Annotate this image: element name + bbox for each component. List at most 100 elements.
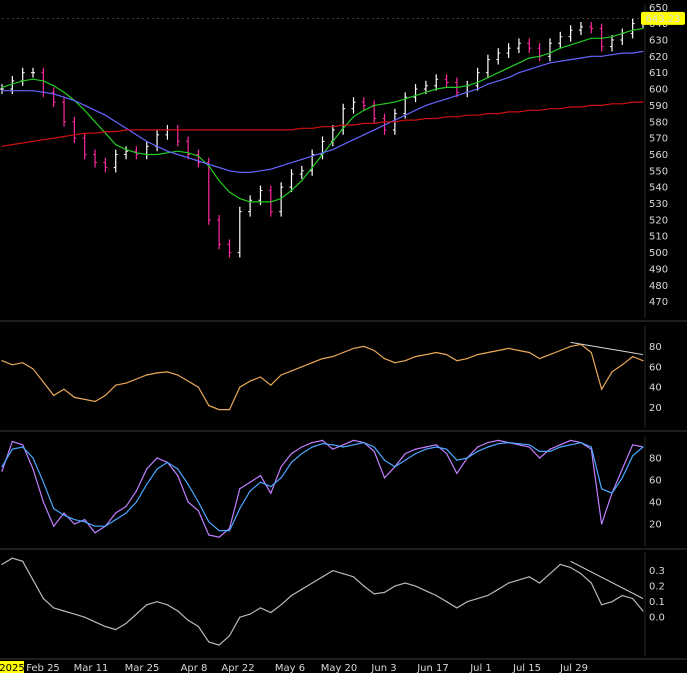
data-point bbox=[228, 191, 231, 193]
data-point bbox=[280, 374, 282, 376]
data-point bbox=[42, 501, 44, 503]
data-point bbox=[249, 380, 251, 382]
data-point bbox=[352, 439, 355, 441]
data-point bbox=[22, 446, 24, 448]
data-point bbox=[601, 523, 603, 525]
data-point bbox=[518, 72, 520, 74]
data-point bbox=[32, 579, 34, 581]
data-point bbox=[166, 371, 169, 373]
data-point bbox=[601, 604, 603, 606]
data-point bbox=[249, 201, 251, 203]
data-point bbox=[642, 360, 644, 362]
data-point bbox=[166, 150, 169, 152]
data-point bbox=[518, 349, 520, 352]
data-point bbox=[549, 62, 551, 64]
data-point bbox=[259, 201, 262, 203]
data-point bbox=[197, 386, 200, 388]
y-tick-label: 0.3 bbox=[649, 566, 665, 577]
data-point bbox=[73, 613, 75, 615]
data-point bbox=[32, 90, 34, 92]
data-point bbox=[42, 381, 44, 383]
data-point bbox=[156, 468, 158, 470]
data-point bbox=[342, 127, 344, 129]
data-point bbox=[373, 593, 375, 595]
data-point bbox=[104, 625, 106, 628]
data-point bbox=[301, 366, 303, 368]
data-point bbox=[404, 459, 406, 461]
data-point bbox=[32, 468, 34, 470]
data-point bbox=[301, 158, 303, 160]
data-point bbox=[549, 108, 551, 110]
data-point bbox=[311, 155, 313, 157]
data-point bbox=[11, 448, 13, 450]
data-point bbox=[32, 78, 34, 80]
data-point bbox=[115, 130, 117, 133]
data-point bbox=[518, 443, 520, 445]
data-point bbox=[363, 134, 365, 136]
data-point bbox=[156, 129, 158, 131]
data-point bbox=[125, 505, 127, 507]
data-point bbox=[63, 512, 65, 514]
data-point bbox=[53, 137, 55, 139]
y-tick-label: 570 bbox=[649, 134, 668, 145]
data-point bbox=[249, 171, 251, 174]
data-point bbox=[342, 573, 344, 575]
data-point bbox=[208, 404, 210, 407]
data-point bbox=[1, 563, 3, 566]
data-point bbox=[280, 477, 282, 479]
data-point bbox=[208, 165, 210, 167]
data-point bbox=[301, 453, 303, 455]
data-point bbox=[549, 573, 551, 575]
y-tick-label: 630 bbox=[649, 35, 668, 46]
data-point bbox=[301, 588, 303, 590]
data-point bbox=[321, 153, 324, 156]
data-point bbox=[476, 114, 479, 116]
data-point bbox=[528, 444, 530, 446]
data-point bbox=[187, 129, 189, 131]
data-point bbox=[352, 116, 355, 118]
data-point bbox=[601, 55, 603, 57]
x-tick-label: Mar 25 bbox=[125, 663, 160, 673]
data-point bbox=[445, 86, 448, 89]
data-point bbox=[611, 492, 613, 494]
y-tick-label: 530 bbox=[649, 199, 668, 210]
data-point bbox=[528, 109, 530, 111]
data-point bbox=[373, 349, 375, 352]
data-point bbox=[445, 453, 448, 455]
data-point bbox=[166, 152, 169, 154]
data-point bbox=[507, 76, 510, 79]
data-point bbox=[84, 132, 86, 134]
data-point bbox=[177, 150, 179, 152]
data-point bbox=[445, 116, 448, 118]
data-point bbox=[466, 85, 468, 87]
data-point bbox=[104, 525, 106, 527]
data-point bbox=[146, 140, 148, 142]
x-tick-label: Jun 3 bbox=[370, 663, 396, 673]
data-point bbox=[590, 55, 592, 57]
data-point bbox=[456, 472, 458, 474]
data-point bbox=[321, 152, 324, 154]
data-point bbox=[611, 54, 613, 56]
data-point bbox=[456, 86, 458, 89]
data-point bbox=[559, 47, 561, 49]
data-point bbox=[239, 129, 241, 131]
data-point bbox=[559, 108, 561, 110]
data-point bbox=[239, 616, 241, 618]
data-point bbox=[632, 52, 634, 54]
data-point bbox=[497, 443, 499, 445]
data-point bbox=[497, 588, 499, 590]
data-point bbox=[621, 477, 623, 479]
data-point bbox=[487, 112, 489, 115]
data-point bbox=[632, 597, 634, 600]
data-point bbox=[104, 132, 106, 134]
data-point bbox=[342, 446, 344, 448]
data-point bbox=[218, 409, 220, 411]
data-point bbox=[53, 85, 55, 87]
data-point bbox=[63, 91, 65, 93]
data-point bbox=[73, 523, 75, 525]
data-point bbox=[549, 52, 551, 54]
data-point bbox=[177, 468, 179, 470]
data-point bbox=[290, 129, 293, 131]
data-point bbox=[187, 619, 189, 621]
x-tick-label: Mar 11 bbox=[74, 663, 109, 673]
